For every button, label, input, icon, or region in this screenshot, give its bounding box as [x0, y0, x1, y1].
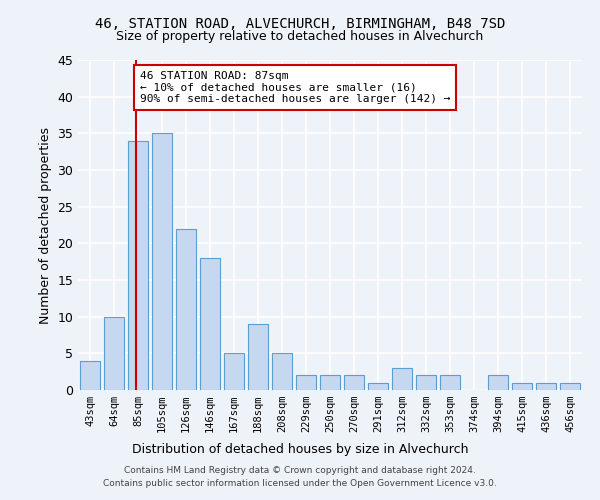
Bar	[536, 382, 556, 390]
Bar	[416, 376, 436, 390]
Bar	[368, 382, 388, 390]
Bar	[224, 354, 244, 390]
Bar	[560, 382, 580, 390]
Bar	[176, 228, 196, 390]
Bar	[272, 354, 292, 390]
Bar	[152, 134, 172, 390]
Bar	[200, 258, 220, 390]
Y-axis label: Number of detached properties: Number of detached properties	[39, 126, 52, 324]
Text: 46, STATION ROAD, ALVECHURCH, BIRMINGHAM, B48 7SD: 46, STATION ROAD, ALVECHURCH, BIRMINGHAM…	[95, 18, 505, 32]
Bar	[128, 140, 148, 390]
Bar	[296, 376, 316, 390]
Bar	[248, 324, 268, 390]
Text: Contains HM Land Registry data © Crown copyright and database right 2024.
Contai: Contains HM Land Registry data © Crown c…	[103, 466, 497, 487]
Bar	[440, 376, 460, 390]
Text: 46 STATION ROAD: 87sqm
← 10% of detached houses are smaller (16)
90% of semi-det: 46 STATION ROAD: 87sqm ← 10% of detached…	[140, 71, 451, 104]
Bar	[392, 368, 412, 390]
Bar	[320, 376, 340, 390]
Text: Size of property relative to detached houses in Alvechurch: Size of property relative to detached ho…	[116, 30, 484, 43]
Bar	[488, 376, 508, 390]
Bar	[512, 382, 532, 390]
Bar	[80, 360, 100, 390]
Bar	[344, 376, 364, 390]
Text: Distribution of detached houses by size in Alvechurch: Distribution of detached houses by size …	[132, 442, 468, 456]
Bar	[104, 316, 124, 390]
